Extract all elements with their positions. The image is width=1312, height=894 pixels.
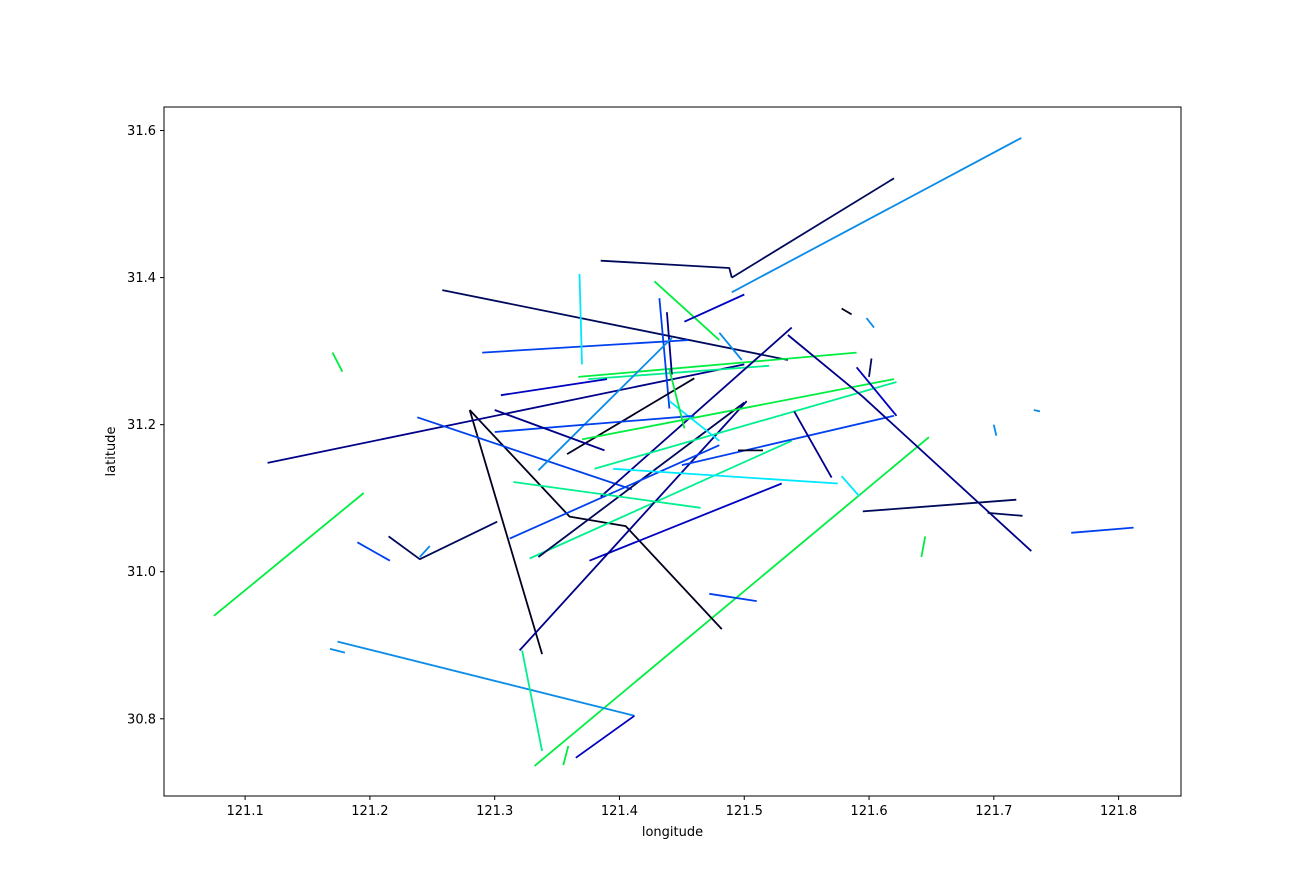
series-line-47 [331,352,344,373]
series-line-21 [666,312,673,375]
x-tick-label: 121.5 [726,804,763,819]
y-tick-label: 31.2 [127,418,156,433]
series-line-13 [267,363,745,464]
series-line-37 [787,334,1032,552]
series-line-32 [594,381,897,470]
series-line-51 [868,358,873,378]
y-axis-ticks: 30.8 31.0 31.2 31.4 31.6 [127,124,164,727]
x-tick-label: 121.8 [1100,804,1137,819]
series-line-30 [518,400,748,652]
series-line-9 [521,650,543,752]
series-line-4 [534,436,930,767]
series-line-34 [613,467,838,485]
series-line-35 [513,481,701,509]
series-line-50 [841,307,853,316]
series-line-6 [337,640,635,717]
series-line-20 [658,298,671,409]
series-line-3 [600,259,733,278]
series-line-22 [653,280,720,341]
y-tick-label: 31.0 [127,565,156,580]
y-tick-label: 30.8 [127,712,156,727]
series-line-54 [920,536,927,558]
series-line-42 [1071,526,1134,534]
series-line-46 [419,545,431,558]
x-axis-label: longitude [642,825,703,840]
series-line-27 [529,439,793,560]
series-line-48 [840,475,860,497]
plot-frame [163,106,1182,797]
x-tick-label: 121.3 [476,804,513,819]
series-line-40 [862,498,1017,513]
x-tick-label: 121.4 [601,804,638,819]
series-line-59 [494,409,605,452]
series-line-8 [329,648,346,654]
series-line-24 [537,337,673,471]
y-tick-label: 31.6 [127,124,156,139]
series-line-39 [793,410,833,479]
series-line-43 [709,592,757,602]
series-line-10 [562,745,570,766]
series-line-2 [731,177,895,279]
series-line-11 [468,409,543,655]
x-axis-ticks: 121.1 121.2 121.3 121.4 121.5 121.6 121.7 121.8 [227,796,1137,819]
y-tick-label: 31.4 [127,271,156,286]
series-line-38 [855,366,898,417]
series-line-56 [718,332,743,361]
y-axis-label: latitude [104,427,119,477]
series-line-14 [442,289,789,361]
series-line-1 [731,137,1022,294]
series-line-29 [589,482,783,562]
series-line-49 [865,317,875,329]
x-tick-label: 121.2 [351,804,388,819]
series-line-31 [581,378,895,441]
series-line-45 [356,541,391,562]
series-line-36 [681,414,895,466]
series-line-23 [684,293,745,323]
x-tick-label: 121.1 [227,804,264,819]
series-line-17 [588,364,770,380]
series-line-44 [388,520,498,561]
series-line-5 [213,492,365,617]
series-line-18 [482,339,689,354]
series-line-33 [509,444,720,540]
series-line-16 [578,351,857,378]
x-tick-label: 121.7 [975,804,1012,819]
series-line-19 [578,273,583,365]
series-line-60 [500,378,608,397]
series-line-15 [417,416,633,491]
series-line-41 [987,512,1023,517]
series-line-53 [1033,409,1041,413]
series-line-26 [600,326,793,498]
series-layer [213,137,1134,767]
series-line-12 [469,409,723,630]
series-line-58 [494,414,695,433]
series-line-57 [668,400,720,442]
x-tick-label: 121.6 [850,804,887,819]
series-line-52 [992,424,998,436]
series-line-25 [566,377,695,455]
series-line-7 [575,715,635,759]
series-line-61 [668,369,686,429]
